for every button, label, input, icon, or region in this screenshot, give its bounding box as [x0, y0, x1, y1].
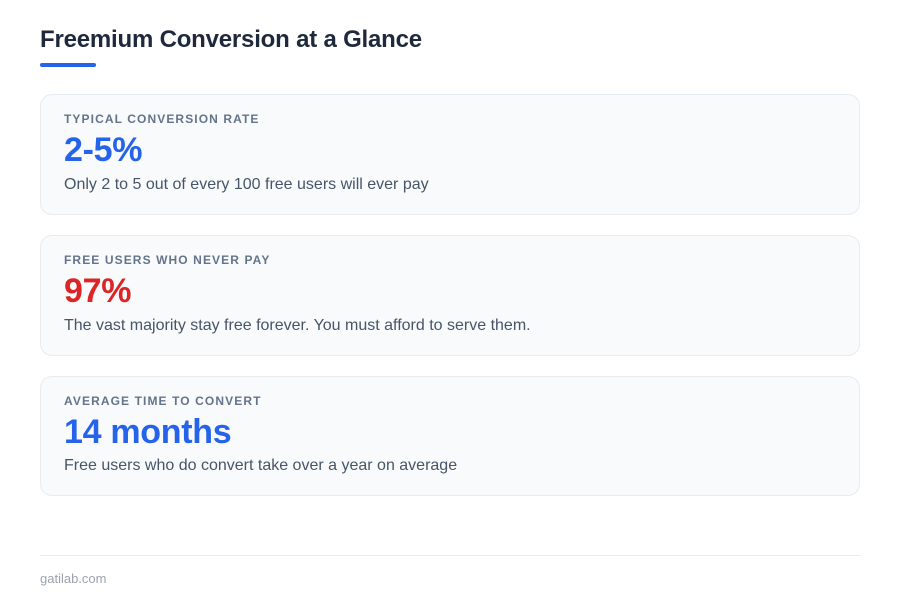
- footer-site-name: gatilab.com: [40, 571, 107, 586]
- stat-description: The vast majority stay free forever. You…: [64, 316, 531, 334]
- page-footer: gatilab.com: [40, 555, 860, 600]
- stat-label: TYPICAL CONVERSION RATE: [64, 112, 260, 126]
- stat-value: 14 months: [64, 412, 232, 451]
- stat-label: AVERAGE TIME TO CONVERT: [64, 393, 262, 408]
- stat-description: Only 2 to 5 out of every 100 free users …: [64, 175, 429, 193]
- stat-label: FREE USERS WHO NEVER PAY: [64, 252, 271, 267]
- stat-card-conversion-rate: TYPICAL CONVERSION RATE 2-5% Only 2 to 5…: [40, 94, 860, 215]
- stat-value: 97%: [64, 271, 132, 310]
- stat-description: Free users who do convert take over a ye…: [64, 457, 458, 475]
- page-title: Freemium Conversion at a Glance: [40, 26, 422, 53]
- title-accent-bar: [40, 63, 96, 67]
- stat-card-time-to-convert: AVERAGE TIME TO CONVERT 14 months Free u…: [40, 375, 860, 497]
- stat-card-never-pay: FREE USERS WHO NEVER PAY 97% The vast ma…: [40, 234, 860, 356]
- stat-value: 2-5%: [64, 131, 143, 169]
